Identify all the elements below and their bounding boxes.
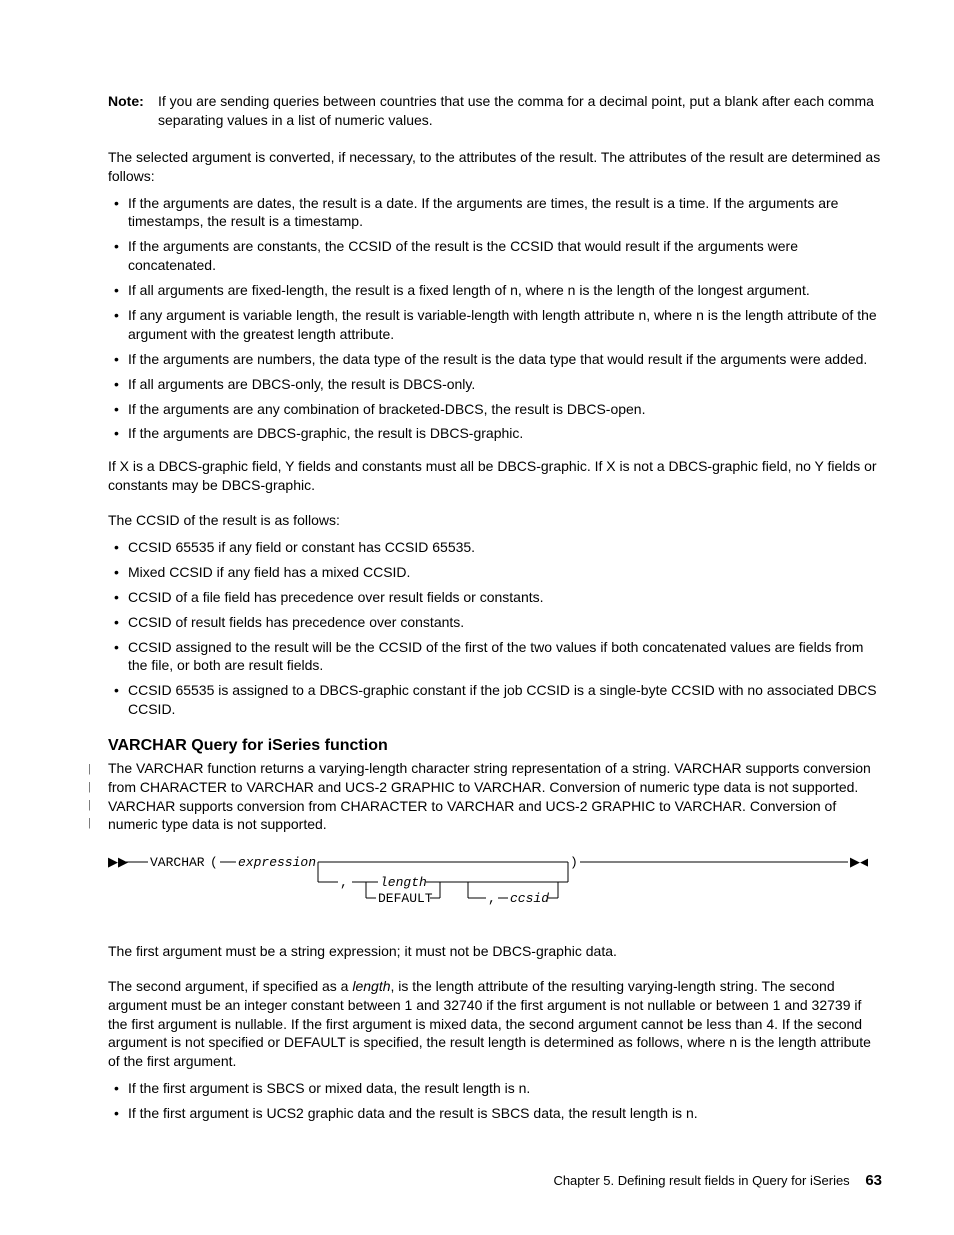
syntax-start-icon: ▶▶	[108, 855, 128, 870]
list-item: If the arguments are any combination of …	[108, 400, 882, 419]
note-body: If you are sending queries between count…	[158, 92, 882, 130]
second-arg-pre: The second argument, if specified as a	[108, 978, 352, 994]
list-item: If any argument is variable length, the …	[108, 306, 882, 344]
result-length-list: If the first argument is SBCS or mixed d…	[108, 1079, 882, 1123]
list-item: CCSID of result fields has precedence ov…	[108, 613, 882, 632]
list-item: If the arguments are DBCS-graphic, the r…	[108, 424, 882, 443]
list-item: Mixed CCSID if any field has a mixed CCS…	[108, 563, 882, 582]
attributes-list: If the arguments are dates, the result i…	[108, 194, 882, 444]
list-item: CCSID 65535 is assigned to a DBCS-graphi…	[108, 681, 882, 719]
syntax-comma: ,	[340, 875, 348, 890]
list-item: If all arguments are DBCS-only, the resu…	[108, 375, 882, 394]
note-label: Note:	[108, 92, 158, 130]
list-item: If the first argument is UCS2 graphic da…	[108, 1104, 882, 1123]
list-item: If the arguments are constants, the CCSI…	[108, 237, 882, 275]
list-item: CCSID of a file field has precedence ove…	[108, 588, 882, 607]
syntax-end-icon: ▶◀	[850, 855, 868, 870]
document-page: Note: If you are sending queries between…	[0, 0, 954, 1235]
dbcs-xy-paragraph: If X is a DBCS-graphic field, Y fields a…	[108, 457, 882, 495]
change-bar-icon: ||||	[88, 761, 91, 833]
syntax-comma-2: ,	[488, 891, 496, 906]
syntax-expression: expression	[238, 855, 316, 870]
attributes-intro: The selected argument is converted, if n…	[108, 148, 882, 186]
list-item: If the arguments are dates, the result i…	[108, 194, 882, 232]
ccsid-intro: The CCSID of the result is as follows:	[108, 511, 882, 530]
footer-page-number: 63	[865, 1172, 882, 1189]
page-footer: Chapter 5. Defining result fields in Que…	[108, 1171, 882, 1191]
changed-block: |||| The VARCHAR function returns a vary…	[108, 759, 882, 835]
second-arg-length-word: length	[352, 978, 390, 994]
syntax-keyword: VARCHAR	[150, 855, 205, 870]
syntax-default: DEFAULT	[378, 891, 433, 906]
syntax-ccsid: ccsid	[510, 891, 549, 906]
section-title: VARCHAR Query for iSeries function	[108, 735, 882, 757]
syntax-length: length	[380, 875, 427, 890]
list-item: CCSID 65535 if any field or constant has…	[108, 538, 882, 557]
varchar-intro: The VARCHAR function returns a varying-l…	[108, 759, 882, 835]
syntax-close-paren: )	[570, 855, 578, 870]
ccsid-list: CCSID 65535 if any field or constant has…	[108, 538, 882, 719]
footer-chapter: Chapter 5. Defining result fields in Que…	[553, 1173, 849, 1188]
syntax-open-paren: (	[210, 855, 218, 870]
syntax-diagram: ▶▶ VARCHAR ( expression ) ▶◀ , length DE…	[108, 852, 882, 914]
list-item: If the arguments are numbers, the data t…	[108, 350, 882, 369]
list-item: CCSID assigned to the result will be the…	[108, 638, 882, 676]
list-item: If the first argument is SBCS or mixed d…	[108, 1079, 882, 1098]
note-block: Note: If you are sending queries between…	[108, 92, 882, 130]
list-item: If all arguments are fixed-length, the r…	[108, 281, 882, 300]
first-arg-paragraph: The first argument must be a string expr…	[108, 942, 882, 961]
second-arg-paragraph: The second argument, if specified as a l…	[108, 977, 882, 1071]
